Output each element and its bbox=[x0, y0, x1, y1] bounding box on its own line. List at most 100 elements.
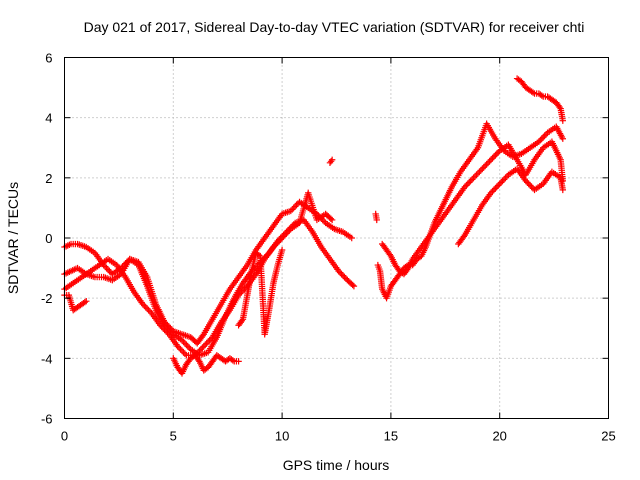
data-point bbox=[328, 216, 336, 224]
data-point bbox=[277, 236, 284, 243]
data-point bbox=[493, 150, 500, 157]
data-point bbox=[484, 159, 492, 166]
data-point bbox=[526, 182, 534, 189]
data-point bbox=[559, 135, 567, 142]
data-point bbox=[473, 171, 480, 179]
data-point bbox=[142, 303, 149, 311]
data-point bbox=[496, 180, 503, 188]
data-point bbox=[528, 183, 535, 191]
data-point bbox=[174, 343, 181, 350]
data-point bbox=[487, 156, 495, 163]
data-point bbox=[483, 161, 490, 168]
data-point bbox=[327, 158, 335, 165]
data-point bbox=[487, 189, 495, 197]
series-track-c bbox=[61, 189, 336, 359]
data-point bbox=[541, 132, 548, 139]
data-point bbox=[559, 117, 567, 124]
series-track-l bbox=[372, 210, 380, 224]
data-point bbox=[178, 337, 186, 344]
data-point bbox=[283, 230, 290, 237]
data-point bbox=[468, 176, 476, 183]
data-point bbox=[556, 103, 563, 111]
data-point bbox=[158, 323, 165, 330]
data-point bbox=[177, 346, 184, 353]
data-point bbox=[143, 305, 151, 312]
data-point bbox=[471, 173, 479, 180]
data-point bbox=[284, 228, 292, 236]
data-point bbox=[490, 186, 498, 194]
data-point bbox=[146, 308, 154, 315]
data-point bbox=[164, 329, 171, 336]
data-point bbox=[199, 332, 206, 339]
data-point bbox=[229, 357, 236, 364]
data-point bbox=[460, 233, 467, 240]
x-axis-label: GPS time / hours bbox=[283, 457, 390, 473]
x-tick-label: 0 bbox=[61, 429, 68, 444]
data-point bbox=[497, 179, 505, 186]
data-point bbox=[350, 282, 358, 290]
data-point bbox=[461, 183, 469, 191]
data-point bbox=[278, 246, 286, 254]
data-point bbox=[535, 138, 543, 145]
data-point bbox=[196, 347, 203, 355]
data-point bbox=[466, 179, 473, 186]
data-point bbox=[184, 343, 192, 350]
data-point bbox=[327, 215, 335, 222]
y-tick-label: -4 bbox=[41, 351, 53, 366]
data-point bbox=[157, 322, 164, 329]
data-point bbox=[559, 186, 567, 194]
data-layer bbox=[61, 75, 567, 377]
data-point bbox=[480, 164, 487, 171]
x-tick-label: 20 bbox=[492, 429, 506, 444]
y-tick-label: 0 bbox=[45, 231, 52, 246]
data-point bbox=[180, 349, 187, 356]
data-point bbox=[275, 237, 283, 245]
data-point bbox=[159, 325, 167, 332]
data-point bbox=[235, 358, 242, 365]
data-point bbox=[525, 180, 532, 188]
data-point bbox=[273, 240, 280, 248]
data-point bbox=[373, 216, 380, 224]
data-point bbox=[467, 177, 474, 185]
data-point bbox=[499, 177, 506, 185]
data-point bbox=[477, 167, 485, 174]
series-track-e bbox=[170, 352, 242, 377]
data-point bbox=[207, 335, 215, 342]
data-point bbox=[529, 89, 537, 96]
data-point bbox=[194, 349, 202, 356]
data-point bbox=[175, 344, 183, 352]
data-point bbox=[287, 207, 295, 215]
data-point bbox=[386, 251, 394, 258]
data-point bbox=[489, 188, 496, 195]
data-point bbox=[502, 174, 509, 182]
data-point bbox=[206, 337, 213, 344]
data-point bbox=[281, 231, 289, 239]
data-point bbox=[495, 182, 502, 189]
data-point bbox=[522, 177, 530, 185]
x-tick-label: 15 bbox=[384, 429, 398, 444]
data-point bbox=[486, 158, 493, 165]
series-track-h bbox=[378, 138, 567, 278]
data-point bbox=[274, 239, 281, 246]
data-point bbox=[349, 281, 356, 289]
data-point bbox=[481, 162, 489, 169]
y-tick-label: -6 bbox=[41, 412, 53, 427]
data-point bbox=[141, 302, 148, 309]
data-point bbox=[204, 338, 212, 345]
data-point bbox=[180, 338, 187, 345]
data-point bbox=[289, 206, 296, 213]
y-axis-label: SDTVAR / TECUs bbox=[5, 182, 21, 294]
y-tick-label: -2 bbox=[41, 291, 53, 306]
data-point bbox=[162, 328, 170, 335]
data-point bbox=[199, 344, 206, 352]
tick-layer: 0 5 10 15 20 25 -6 -4 -2 0 2 4 6 bbox=[41, 51, 616, 444]
data-point bbox=[236, 290, 244, 297]
data-point bbox=[238, 317, 246, 324]
data-point bbox=[271, 242, 279, 249]
data-point bbox=[104, 266, 112, 273]
data-point bbox=[524, 179, 531, 186]
data-point bbox=[338, 270, 345, 278]
data-point bbox=[195, 356, 202, 364]
x-tick-label: 10 bbox=[275, 429, 289, 444]
data-point bbox=[291, 203, 299, 210]
